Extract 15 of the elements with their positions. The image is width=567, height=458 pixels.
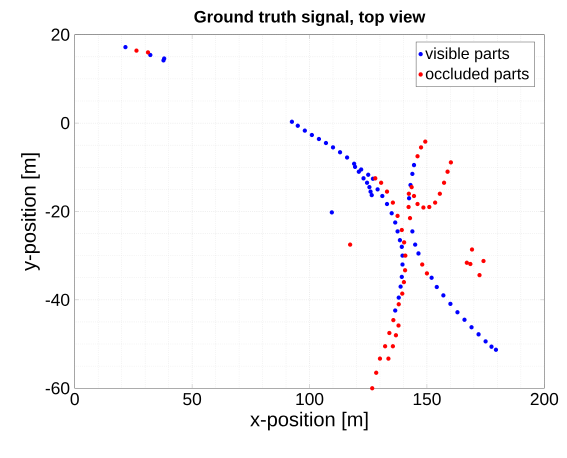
y-tick-label: -60 <box>46 382 70 394</box>
y-tick-label: 0 <box>61 116 70 130</box>
x-tick-label: 150 <box>414 392 441 406</box>
x-tick-label: 0 <box>70 392 79 406</box>
x-tick-label: 100 <box>296 392 324 406</box>
y-axis-title: y-position [m] <box>21 153 40 271</box>
y-tick-label: -40 <box>46 294 70 306</box>
y-tick-label: 20 <box>52 28 70 41</box>
chart-title: Ground truth signal, top view <box>194 10 426 26</box>
x-axis-title: x-position [m] <box>250 412 368 430</box>
y-tick-label: -20 <box>46 205 70 218</box>
legend-label: occluded parts <box>426 68 529 82</box>
x-tick-label: 200 <box>530 392 558 406</box>
x-tick-label: 50 <box>183 392 202 406</box>
legend-label: visible parts <box>425 47 510 62</box>
